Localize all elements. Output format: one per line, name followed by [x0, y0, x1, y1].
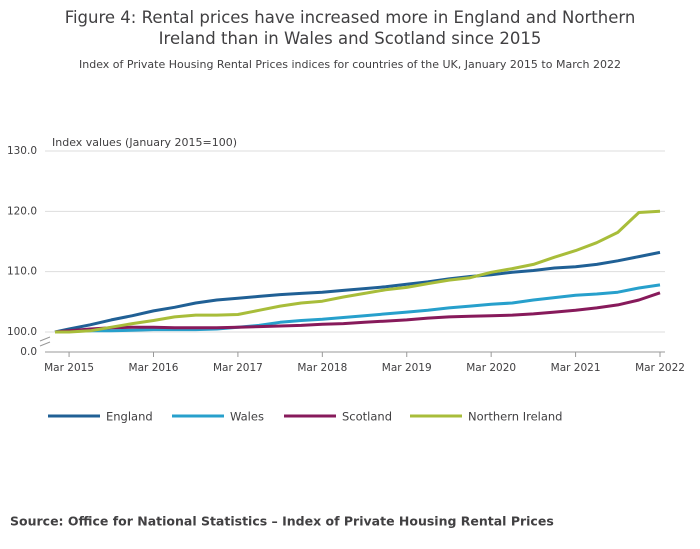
y-tick-label: 120.0 [7, 205, 37, 217]
x-tick-label: Mar 2015 [44, 362, 94, 374]
x-tick-label: Mar 2022 [635, 362, 685, 374]
source: Source: Office for National Statistics –… [10, 514, 554, 529]
y-axis-label: Index values (January 2015=100) [52, 136, 237, 149]
x-tick-label: Mar 2018 [297, 362, 347, 374]
chart-subtitle: Index of Private Housing Rental Prices i… [79, 58, 621, 71]
y-tick-label: 110.0 [7, 266, 37, 278]
x-tick-label: Mar 2021 [551, 362, 601, 374]
axis-break [39, 336, 51, 347]
x-tick-label: Mar 2020 [466, 362, 516, 374]
chart-title: Figure 4: Rental prices have increased m… [65, 8, 636, 48]
series-line [55, 209, 661, 334]
legend-label: Wales [230, 410, 264, 424]
y-tick-label: 0.0 [20, 346, 37, 358]
x-tick-label: Mar 2016 [129, 362, 179, 374]
legend-label: England [106, 410, 153, 424]
series-line [54, 283, 661, 334]
y-tick-label: 100.0 [7, 326, 37, 338]
legend-label: Scotland [342, 410, 392, 424]
x-tick-label: Mar 2017 [213, 362, 263, 374]
legend-label: Northern Ireland [468, 410, 562, 424]
x-tick-label: Mar 2019 [382, 362, 432, 374]
y-tick-label: 130.0 [7, 145, 37, 157]
series-line [54, 291, 661, 334]
series-line [54, 250, 661, 334]
